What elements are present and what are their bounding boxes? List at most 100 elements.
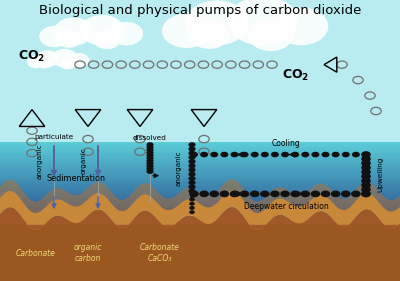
Circle shape [261, 152, 269, 157]
Circle shape [240, 191, 249, 197]
Bar [0, 146, 400, 148]
Bar [0, 206, 400, 208]
Circle shape [351, 191, 361, 197]
Circle shape [199, 191, 209, 197]
Bar [0, 161, 400, 163]
Bar [0, 217, 400, 219]
Circle shape [188, 189, 196, 194]
Bar [0, 190, 400, 192]
Circle shape [300, 191, 310, 197]
Circle shape [188, 151, 196, 156]
Circle shape [188, 159, 196, 164]
Circle shape [210, 152, 218, 157]
Circle shape [146, 148, 154, 153]
Circle shape [322, 152, 330, 157]
Bar [0, 165, 400, 167]
Text: organic
carbon: organic carbon [74, 243, 102, 263]
Circle shape [361, 156, 371, 162]
Circle shape [301, 152, 309, 157]
Circle shape [321, 191, 330, 197]
Circle shape [188, 172, 196, 177]
Circle shape [110, 22, 143, 46]
Circle shape [52, 49, 78, 67]
Circle shape [69, 53, 89, 67]
Circle shape [189, 206, 195, 210]
Bar [0, 169, 400, 171]
Bar [0, 182, 400, 184]
Bar [0, 210, 400, 211]
Circle shape [290, 191, 300, 197]
Bar [0, 180, 400, 182]
Circle shape [251, 152, 259, 157]
Circle shape [220, 152, 228, 157]
Circle shape [331, 191, 340, 197]
Circle shape [361, 182, 371, 189]
Circle shape [93, 30, 121, 49]
Circle shape [188, 142, 196, 147]
Circle shape [260, 191, 270, 197]
Text: Carbonate: Carbonate [16, 249, 56, 258]
Bar [0, 215, 400, 217]
Text: Deepwater circulation: Deepwater circulation [244, 202, 328, 211]
Circle shape [240, 152, 248, 157]
Circle shape [228, 0, 298, 46]
Bar [0, 151, 400, 153]
Circle shape [280, 191, 290, 197]
Bar [0, 159, 400, 161]
Circle shape [200, 152, 208, 157]
Bar [0, 177, 400, 179]
Text: Upwelling: Upwelling [377, 157, 383, 192]
Circle shape [189, 202, 195, 206]
Circle shape [146, 169, 154, 174]
Circle shape [291, 152, 299, 157]
Text: organic: organic [81, 148, 87, 174]
Circle shape [146, 158, 154, 163]
Circle shape [146, 153, 154, 158]
Circle shape [56, 30, 82, 48]
Circle shape [146, 145, 154, 150]
Text: $\mathbf{CO_2}$: $\mathbf{CO_2}$ [18, 49, 46, 64]
Circle shape [332, 152, 340, 157]
Bar [0, 184, 400, 186]
Bar [0, 0, 400, 142]
Circle shape [188, 176, 196, 181]
Circle shape [54, 17, 94, 46]
Text: particulate: particulate [34, 135, 74, 140]
Text: Biological and physical pumps of carbon dioxide: Biological and physical pumps of carbon … [39, 4, 361, 17]
Circle shape [342, 152, 350, 157]
Circle shape [80, 15, 124, 46]
Bar [0, 149, 400, 151]
Circle shape [188, 163, 196, 168]
Bar [0, 213, 400, 215]
Text: $\mathbf{CO_2}$: $\mathbf{CO_2}$ [282, 68, 310, 83]
Circle shape [27, 55, 45, 68]
Circle shape [35, 50, 59, 67]
Circle shape [361, 173, 371, 180]
Circle shape [341, 191, 350, 197]
Bar [0, 155, 400, 157]
Bar [0, 179, 400, 180]
Circle shape [189, 198, 195, 201]
Circle shape [59, 58, 76, 69]
Circle shape [189, 210, 195, 214]
Circle shape [185, 0, 249, 45]
Bar [0, 198, 400, 200]
Bar [0, 186, 400, 188]
Bar [0, 196, 400, 198]
Circle shape [189, 191, 199, 197]
Circle shape [361, 186, 371, 193]
Bar [0, 167, 400, 169]
Circle shape [248, 20, 293, 51]
Text: Sedimentation: Sedimentation [46, 174, 106, 183]
Circle shape [230, 152, 238, 157]
Circle shape [146, 150, 154, 155]
Circle shape [271, 152, 279, 157]
Circle shape [250, 191, 260, 197]
Text: dissolved: dissolved [133, 135, 167, 140]
Bar [0, 211, 400, 213]
Circle shape [162, 14, 210, 48]
Circle shape [146, 156, 154, 161]
Bar [0, 153, 400, 155]
Circle shape [352, 152, 360, 157]
Circle shape [311, 191, 320, 197]
